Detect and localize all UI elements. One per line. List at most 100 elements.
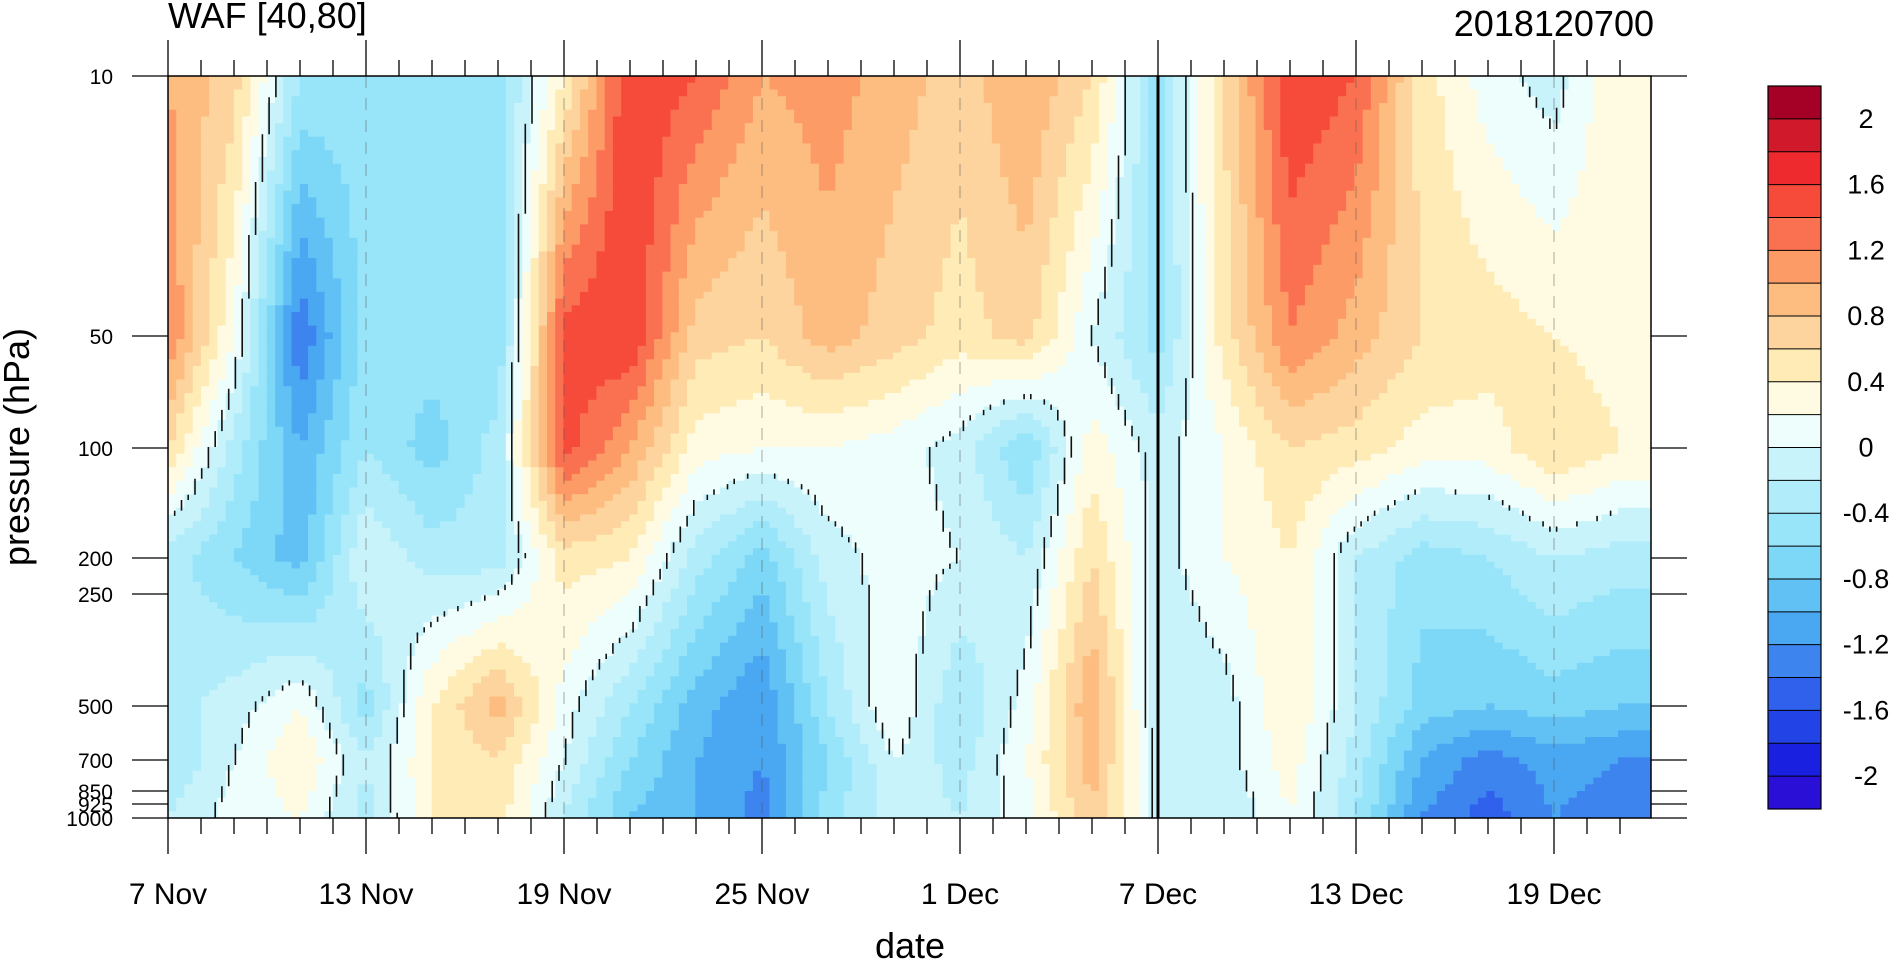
field-cell [1255,453,1372,462]
field-cell [168,204,177,212]
field-cell [851,777,878,785]
field-cell [497,379,507,387]
field-cell [291,237,301,246]
field-cell [1280,359,1306,367]
field-cell [1024,750,1042,758]
field-cell [555,568,598,576]
field-cell [1321,258,1364,266]
field-cell [1288,318,1298,327]
field-cell [1313,683,1339,691]
field-cell [1222,163,1240,172]
field-cell [332,791,359,799]
field-cell [546,258,556,266]
field-cell [324,359,342,367]
field-cell [1024,662,1042,671]
field-cell [827,743,845,752]
field-cell [1428,406,1504,414]
field-cell [555,183,565,192]
field-cell [332,494,350,502]
field-cell [1453,170,1512,178]
field-cell [233,109,251,118]
field-cell [184,784,227,792]
field-cell [291,386,317,394]
field-cell [1412,143,1446,151]
field-cell [1214,129,1224,138]
field-cell [1189,386,1207,394]
field-cell [283,258,293,266]
field-cell [843,676,869,684]
field-cell [637,581,655,590]
field-cell [571,723,598,731]
field-cell [1041,170,1067,178]
field-cell [1016,224,1026,232]
field-cell [332,568,350,576]
field-cell [1115,568,1133,576]
field-cell [1214,102,1224,111]
field-cell [810,689,828,698]
field-cell [901,183,1009,192]
field-cell [818,575,869,583]
field-cell [670,507,696,516]
field-cell [588,136,606,145]
field-cell [168,244,177,252]
field-cell [678,656,713,664]
field-cell [1214,406,1240,414]
field-cell [1214,217,1232,225]
field-cell [1502,163,1586,172]
field-cell [1090,784,1100,792]
field-cell [695,764,787,772]
field-cell [563,366,630,374]
field-cell [579,635,622,644]
field-cell [242,440,260,448]
field-cell [316,487,334,495]
field-cell [1230,204,1248,212]
field-cell [752,217,771,225]
field-cell [769,608,787,617]
field-cell [1033,460,1051,468]
field-cell [1189,325,1207,333]
field-cell [678,568,705,576]
field-cell [917,635,960,644]
field-cell [1181,332,1191,340]
field-cell [975,460,1009,468]
field-cell [1066,669,1084,677]
field-cell [810,150,845,158]
field-cell [1502,156,1586,165]
field-cell [275,777,317,785]
field-cell [1346,197,1372,205]
field-cell [695,312,803,320]
field-cell [670,676,696,684]
field-cell [925,89,985,97]
field-cell [217,210,235,219]
field-cell [884,244,952,252]
field-cell [283,89,301,97]
field-cell [596,163,614,172]
field-cell [1066,723,1084,731]
field-cell [1395,136,1413,145]
field-cell [1453,399,1496,408]
field-cell [1049,784,1067,792]
field-cell [209,89,235,97]
field-cell [670,743,705,752]
field-cell [785,96,853,104]
field-cell [1082,602,1100,610]
field-cell [1230,689,1265,698]
field-cell [266,271,276,279]
field-cell [415,716,433,725]
field-cell [555,210,565,219]
field-cell [1568,82,1594,91]
field-cell [1164,123,1174,131]
field-cell [654,588,672,596]
field-cell [332,500,350,509]
field-cell [670,109,713,118]
field-cell [1206,325,1215,333]
field-cell [1346,82,1372,91]
field-cell [1164,190,1174,199]
field-cell [1066,521,1084,529]
field-cell [266,150,276,158]
field-cell [1107,129,1125,138]
field-cell [1354,76,1372,84]
field-cell [431,764,515,772]
field-cell [332,264,359,273]
field-cell [332,683,359,691]
